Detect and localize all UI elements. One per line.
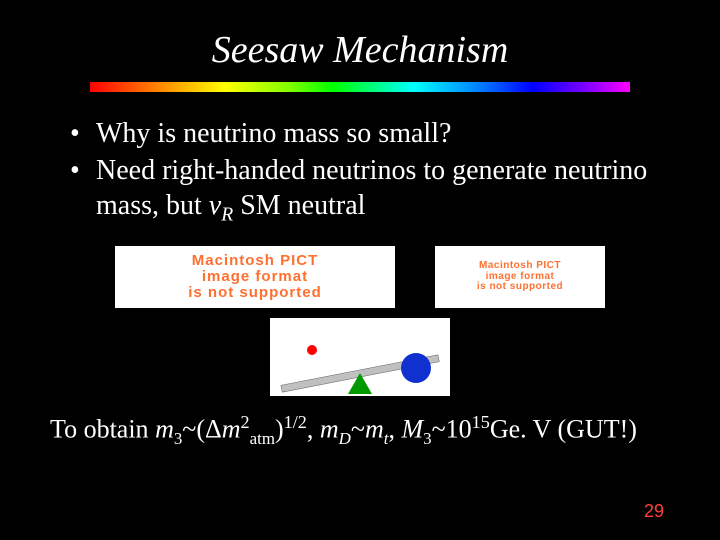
formula-mt-m: m: [365, 415, 384, 444]
seesaw-small-ball: [307, 345, 317, 355]
bullet-1-text: Why is neutrino mass so small?: [96, 118, 451, 149]
formula-mD-sub: D: [339, 429, 351, 448]
formula-M3-sub: 3: [423, 429, 431, 448]
formula-tilde1: ~(: [182, 415, 205, 444]
pict-text-small: Macintosh PICT image format is not suppo…: [477, 261, 563, 293]
pict-l2: image format: [202, 268, 308, 285]
formula-half: 1/2: [284, 412, 307, 432]
pict-placeholder-small: Macintosh PICT image format is not suppo…: [435, 246, 605, 308]
formula-gev: Ge. V (GUT!): [490, 415, 637, 444]
formula-sup2: 2: [241, 412, 250, 432]
pict-placeholder-row: Macintosh PICT image format is not suppo…: [50, 246, 670, 308]
nu-r-symbol: νR: [209, 190, 233, 221]
formula-m3-m: m: [155, 415, 174, 444]
pict-s-l3: is not supported: [477, 281, 563, 292]
formula-lead: To obtain: [50, 415, 155, 444]
seesaw-big-ball: [401, 353, 431, 383]
formula-atm: atm: [250, 429, 275, 448]
formula-closep: ): [275, 415, 284, 444]
rainbow-divider: [90, 82, 630, 92]
pict-s-l2: image format: [486, 271, 555, 282]
slide: Seesaw Mechanism Why is neutrino mass so…: [0, 0, 720, 540]
pict-l3: is not supported: [188, 284, 322, 301]
formula-mD-m: m: [320, 415, 339, 444]
formula-sup15: 15: [472, 412, 490, 432]
pict-placeholder-large: Macintosh PICT image format is not suppo…: [115, 246, 395, 308]
formula-tilde2: ~: [351, 415, 365, 444]
seesaw-figure-wrap: [50, 318, 670, 396]
formula-sep1: ,: [307, 415, 320, 444]
formula-line: To obtain m3~(Δm2atm)1/2, mD~mt, M3~1015…: [50, 412, 670, 449]
pict-s-l1: Macintosh PICT: [479, 260, 561, 271]
bullet-2-text-b: , but: [152, 190, 209, 221]
nu-glyph: ν: [209, 190, 221, 221]
formula-delta: Δ: [205, 415, 222, 444]
formula-m: m: [222, 415, 241, 444]
formula-M3-M: M: [401, 415, 423, 444]
formula-sep2: ,: [388, 415, 401, 444]
bullet-2: Need right-handed neutrinos to generate …: [70, 153, 670, 228]
seesaw-figure: [270, 318, 450, 396]
bullet-list: Why is neutrino mass so small? Need righ…: [50, 116, 670, 228]
bullet-2-text-c: SM neutral: [233, 190, 365, 221]
nu-subscript-r: R: [221, 205, 233, 226]
pict-l1: Macintosh PICT: [192, 252, 319, 269]
slide-title: Seesaw Mechanism: [50, 28, 670, 72]
formula-tilde3: ~10: [432, 415, 472, 444]
seesaw-svg: [270, 318, 450, 396]
page-number: 29: [644, 501, 664, 522]
bullet-1: Why is neutrino mass so small?: [70, 116, 670, 151]
pict-text-large: Macintosh PICT image format is not suppo…: [188, 253, 322, 300]
